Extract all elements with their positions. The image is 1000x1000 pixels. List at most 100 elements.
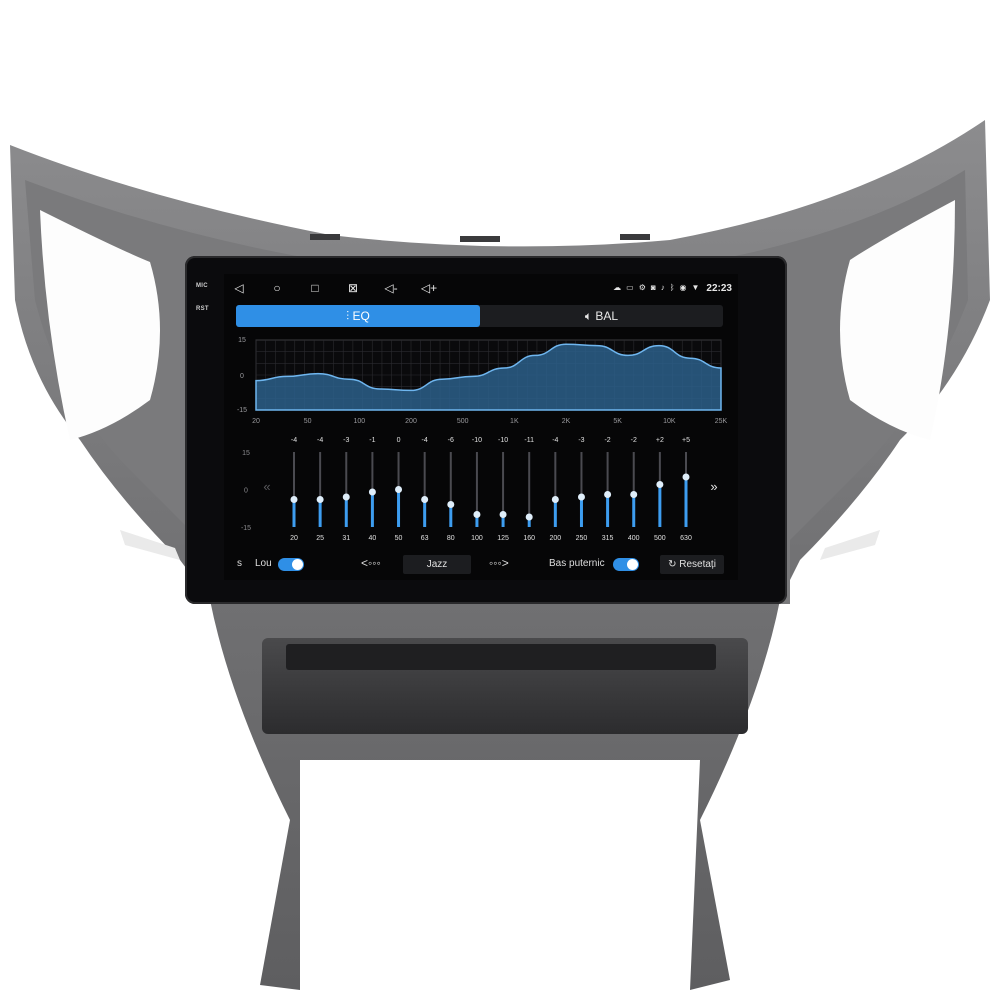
settings-icon: ⚙ (638, 283, 646, 292)
band-knob[interactable] (368, 488, 376, 496)
band-freq-label: 500 (654, 535, 666, 542)
band-knob[interactable] (342, 493, 350, 501)
band-knob[interactable] (421, 496, 429, 503)
eq-band[interactable]: -2 400 (628, 437, 640, 542)
eq-band[interactable]: -2 315 (602, 437, 614, 542)
band-freq-label: 125 (497, 535, 509, 542)
bottom-controls: s Lou <◦◦◦ Jazz ◦◦◦> Bas puternic ↻ Rese… (224, 552, 738, 576)
scroll-right-icon[interactable]: » (710, 479, 717, 494)
eq-band[interactable]: -3 250 (576, 437, 588, 542)
navigation-bar: ◁ ○ □ ⊠ ◁- ◁+ ☁ ▭ ⚙ ◙ ♪ ᛒ ◉ ▼ 22:23 (224, 274, 738, 302)
band-knob[interactable] (682, 473, 690, 481)
eq-band[interactable]: -10 100 (471, 437, 483, 542)
eq-band[interactable]: 0 50 (395, 437, 403, 542)
band-freq-label: 100 (471, 535, 483, 542)
band-gain-label: -11 (524, 437, 534, 444)
curve-x-tick: 200 (405, 418, 417, 425)
scroll-left-icon[interactable]: « (263, 479, 270, 494)
previous-preset-icon[interactable]: <◦◦◦ (361, 556, 381, 570)
band-knob[interactable] (473, 511, 481, 518)
slider-y-tick: 0 (244, 488, 248, 495)
mic-label: MIC (196, 283, 208, 289)
band-freq-label: 160 (523, 535, 535, 542)
band-gain-label: +2 (656, 437, 664, 444)
bluetooth-icon: ᛒ (669, 283, 675, 292)
bass-toggle[interactable] (613, 558, 639, 571)
band-knob[interactable] (551, 496, 559, 503)
eq-band[interactable]: -3 31 (342, 437, 350, 542)
curve-x-ticks: 20 50 100 200 500 1K 2K 5K 10K 25K (252, 418, 727, 425)
back-icon[interactable]: ◁ (234, 281, 244, 295)
volume-up-icon[interactable]: ◁+ (420, 281, 438, 295)
band-freq-label: 315 (602, 535, 614, 542)
curve-x-tick: 100 (353, 418, 365, 425)
wifi-icon: ▼ (691, 283, 700, 292)
loudness-label: Lou (255, 558, 272, 569)
curve-y-ticks: 15 0 -15 (237, 337, 247, 414)
curve-x-tick: 2K (562, 418, 571, 425)
band-freq-label: 50 (395, 535, 403, 542)
band-knob[interactable] (525, 513, 533, 521)
band-knob[interactable] (395, 486, 403, 493)
eq-band[interactable]: -4 20 (290, 437, 298, 542)
curve-y-tick: 0 (240, 373, 244, 380)
speaker-icon: 🔈︎ (584, 309, 596, 323)
tab-bal[interactable]: 🔈︎ BAL (480, 305, 723, 327)
eq-band[interactable]: -1 40 (369, 437, 377, 542)
band-gain-label: -2 (604, 437, 610, 444)
reset-icon: ↻ (668, 559, 680, 570)
equalizer-icon: ⫶ (346, 309, 353, 323)
cut-label: s (237, 558, 242, 569)
band-knob[interactable] (447, 501, 455, 508)
band-gain-label: -4 (291, 437, 297, 444)
eq-band[interactable]: +2 500 (654, 437, 666, 542)
band-freq-label: 31 (342, 535, 350, 542)
slider-y-ticks: 15 0 -15 (241, 450, 251, 532)
music-icon: ♪ (660, 283, 665, 292)
location-icon: ◉ (679, 283, 687, 292)
loudness-toggle[interactable] (278, 558, 304, 571)
band-gain-label: -2 (631, 437, 637, 444)
curve-x-tick: 1K (510, 418, 519, 425)
curve-x-tick: 10K (663, 418, 676, 425)
volume-down-icon[interactable]: ◁- (384, 281, 398, 295)
band-knob[interactable] (290, 496, 298, 503)
eq-band[interactable]: -6 80 (447, 437, 455, 542)
band-knob[interactable] (630, 491, 638, 498)
band-gain-label: +5 (682, 437, 690, 444)
eq-band[interactable]: -10 125 (497, 437, 509, 542)
eq-band[interactable]: -4 63 (421, 437, 429, 542)
band-knob[interactable] (577, 493, 585, 501)
eq-band[interactable]: -4 25 (316, 437, 324, 542)
band-gain-label: -10 (472, 437, 482, 444)
band-knob[interactable] (656, 481, 664, 488)
screenshot-icon[interactable]: ⊠ (347, 281, 359, 295)
tab-bal-label: BAL (595, 309, 619, 323)
reset-button[interactable]: ↻ Resetați (660, 555, 724, 574)
home-icon[interactable]: ○ (273, 281, 281, 295)
eq-band-sliders: 150-15 « » -420-425-331-140050-463-680-1… (241, 437, 718, 542)
curve-x-tick: 500 (457, 418, 469, 425)
eq-band[interactable]: -11 160 (523, 437, 535, 542)
bass-label: Bas puternic (549, 558, 605, 569)
curve-y-tick: 15 (238, 337, 246, 344)
tab-eq-label: EQ (352, 309, 370, 323)
tab-eq[interactable]: ⫶ EQ (236, 305, 480, 327)
slider-y-tick: -15 (241, 525, 251, 532)
card-icon: ▭ (626, 283, 634, 292)
next-preset-icon[interactable]: ◦◦◦> (489, 556, 509, 570)
eq-band[interactable]: +5 630 (680, 437, 692, 542)
band-freq-label: 63 (421, 535, 429, 542)
eq-band[interactable]: -4 200 (549, 437, 561, 542)
band-gain-label: -10 (498, 437, 508, 444)
rst-label[interactable]: RST (196, 306, 209, 312)
band-knob[interactable] (499, 511, 507, 518)
preset-name[interactable]: Jazz (403, 555, 471, 574)
band-gain-label: -4 (317, 437, 323, 444)
eq-bands: -420-425-331-140050-463-680-10100-10125-… (290, 437, 692, 542)
band-gain-label: -3 (343, 437, 349, 444)
band-knob[interactable] (316, 496, 324, 503)
recents-icon[interactable]: □ (311, 281, 319, 295)
band-knob[interactable] (604, 491, 612, 498)
band-gain-label: -3 (578, 437, 584, 444)
